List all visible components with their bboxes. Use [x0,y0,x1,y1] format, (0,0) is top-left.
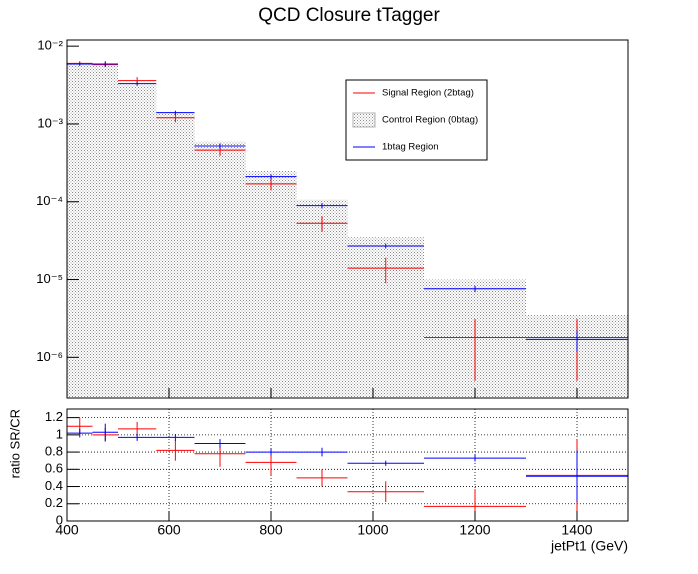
y-tick-label: 0 [56,512,63,527]
y-axis-label: ratio SR/CR [7,409,22,478]
histogram-bar [156,112,195,398]
histogram-bar [67,64,93,399]
y-tick-label: 10⁻⁵ [36,271,63,286]
legend-swatch [352,112,376,128]
legend-label: Signal Region (2btag) [382,88,474,99]
y-tick-label: 0.2 [45,495,63,510]
histogram-bar [194,141,246,399]
x-tick-label: 1400 [561,522,592,538]
y-tick-label: 10⁻⁴ [36,193,63,208]
histogram-bar [118,84,157,399]
y-tick-label: 10⁻³ [37,115,63,130]
chart-title: QCD Closure tTagger [258,5,440,26]
y-tick-label: 0.8 [45,444,63,459]
histogram-bar [92,64,118,399]
x-tick-label: 800 [259,522,283,538]
x-tick-label: 1200 [459,522,490,538]
histogram-bar [245,170,297,398]
x-tick-label: 400 [55,522,79,538]
y-tick-label: 0.4 [45,478,63,493]
y-tick-label: 1.2 [45,409,63,424]
y-tick-label: 10⁻² [37,38,63,53]
x-axis-label: jetPt1 (GeV) [550,538,628,554]
plot-frame [66,408,629,522]
histogram-bar [296,199,348,398]
y-tick-label: 0.6 [45,461,63,476]
plot-frame [66,39,629,399]
y-tick-label: 10⁻⁶ [36,349,63,364]
legend-label: 1btag Region [382,142,439,153]
y-tick-label: 1 [56,426,63,441]
x-tick-label: 600 [157,522,181,538]
x-tick-label: 1000 [357,522,388,538]
legend-label: Control Region (0btag) [382,115,478,126]
